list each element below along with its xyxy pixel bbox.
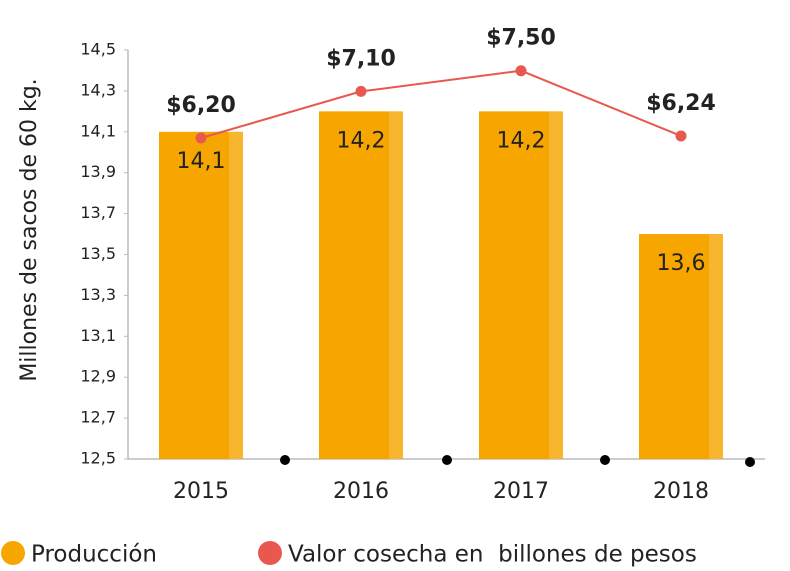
bar-highlight [229, 131, 243, 460]
axis-dot [745, 457, 755, 467]
bar-value-label: 14,2 [337, 128, 386, 153]
legend-marker [1, 541, 25, 565]
axis-dot [442, 455, 452, 465]
x-tick-label: 2015 [173, 479, 229, 504]
line-point [355, 85, 367, 97]
bar [159, 131, 243, 460]
legend-label: Producción [31, 542, 157, 568]
legend-label: Valor cosecha en billones de pesos [288, 542, 697, 568]
y-tick-label: 14,5 [80, 40, 116, 59]
line-value-label: $6,20 [166, 93, 236, 118]
x-tick-label: 2016 [333, 479, 389, 504]
bar-highlight [549, 111, 563, 459]
x-tick-label: 2017 [493, 479, 549, 504]
y-tick-label: 13,1 [80, 326, 116, 345]
line-point [675, 130, 687, 142]
bar [479, 111, 563, 459]
y-tick-label: 13,7 [80, 203, 116, 222]
axis-dot [280, 455, 290, 465]
bar-value-label: 14,2 [497, 128, 546, 153]
y-tick-label: 12,9 [80, 367, 116, 386]
line-value-label: $6,24 [646, 91, 716, 116]
y-tick-label: 14,3 [80, 80, 116, 99]
y-tick-label: 12,7 [80, 408, 116, 427]
legend-marker [258, 541, 282, 565]
y-tick-label: 14,1 [80, 121, 116, 140]
y-tick-label: 13,3 [80, 285, 116, 304]
line-value-label: $7,50 [486, 26, 556, 51]
line [200, 69, 682, 139]
line-point [515, 65, 527, 77]
axis-dot [600, 455, 610, 465]
line-point [195, 132, 207, 144]
y-axis-label: Millones de sacos de 60 kg. [17, 78, 42, 381]
bar-highlight [389, 111, 403, 459]
bar-value-label: 14,1 [177, 149, 226, 174]
line-value-label: $7,10 [326, 46, 396, 71]
bar [639, 234, 723, 459]
y-tick-label: 12,5 [80, 449, 116, 468]
x-tick-label: 2018 [653, 479, 709, 504]
bar [319, 111, 403, 459]
bar-highlight [709, 234, 723, 459]
bar-value-label: 13,6 [657, 251, 706, 276]
y-tick-label: 13,5 [80, 244, 116, 263]
y-tick-label: 13,9 [80, 162, 116, 181]
